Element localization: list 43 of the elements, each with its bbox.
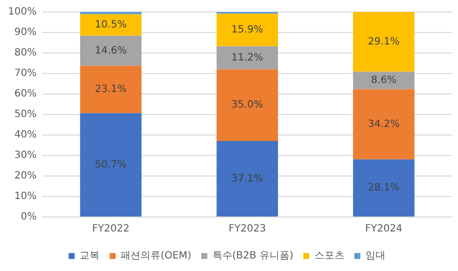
bar (353, 12, 414, 72)
bar (353, 89, 414, 160)
data-label: 35.0% (231, 100, 264, 111)
legend-label: 임대 (365, 250, 386, 262)
data-label: 15.9% (231, 24, 264, 36)
data-label: 8.6% (371, 75, 396, 86)
y-tick-label: 40% (14, 130, 37, 141)
y-tick-label: 100% (8, 6, 37, 18)
y-tick-label: 70% (14, 68, 37, 80)
data-label: 11.2% (231, 52, 264, 64)
x-tick-label: FY2023 (228, 224, 266, 235)
data-label: 37.1% (231, 173, 264, 184)
bar (216, 69, 278, 141)
bar (216, 14, 278, 46)
legend-label: 스포츠 (314, 250, 344, 262)
legend-label: 교복 (80, 250, 100, 262)
bar (216, 140, 278, 216)
y-tick-label: 60% (14, 88, 37, 100)
data-label: 50.7% (94, 159, 127, 170)
data-label: 28.1% (368, 182, 400, 194)
bar (80, 113, 142, 216)
data-label: 34.2% (368, 118, 400, 130)
data-label: 14.6% (94, 45, 127, 56)
bar (353, 72, 414, 90)
y-tick-label: 80% (14, 48, 37, 59)
y-tick-label: 0% (20, 212, 37, 223)
x-tick-label: FY2024 (365, 224, 402, 235)
bar (216, 46, 278, 70)
y-tick-label: 10% (14, 191, 37, 202)
y-tick-label: 90% (14, 27, 37, 38)
bar (80, 36, 142, 66)
bar (353, 159, 414, 216)
data-label: 23.1% (94, 84, 127, 95)
y-tick-label: 50% (14, 109, 37, 120)
legend-label: 패션의류(OEM) (120, 250, 192, 262)
bar (80, 14, 142, 36)
bar (80, 66, 142, 114)
x-tick-label: FY2022 (92, 224, 130, 235)
data-label: 29.1% (368, 36, 400, 48)
legend-label: 특수(B2B 유니폼) (212, 250, 294, 262)
y-tick-label: 30% (14, 150, 37, 162)
data-label: 10.5% (94, 20, 127, 31)
y-tick-label: 20% (14, 170, 37, 182)
